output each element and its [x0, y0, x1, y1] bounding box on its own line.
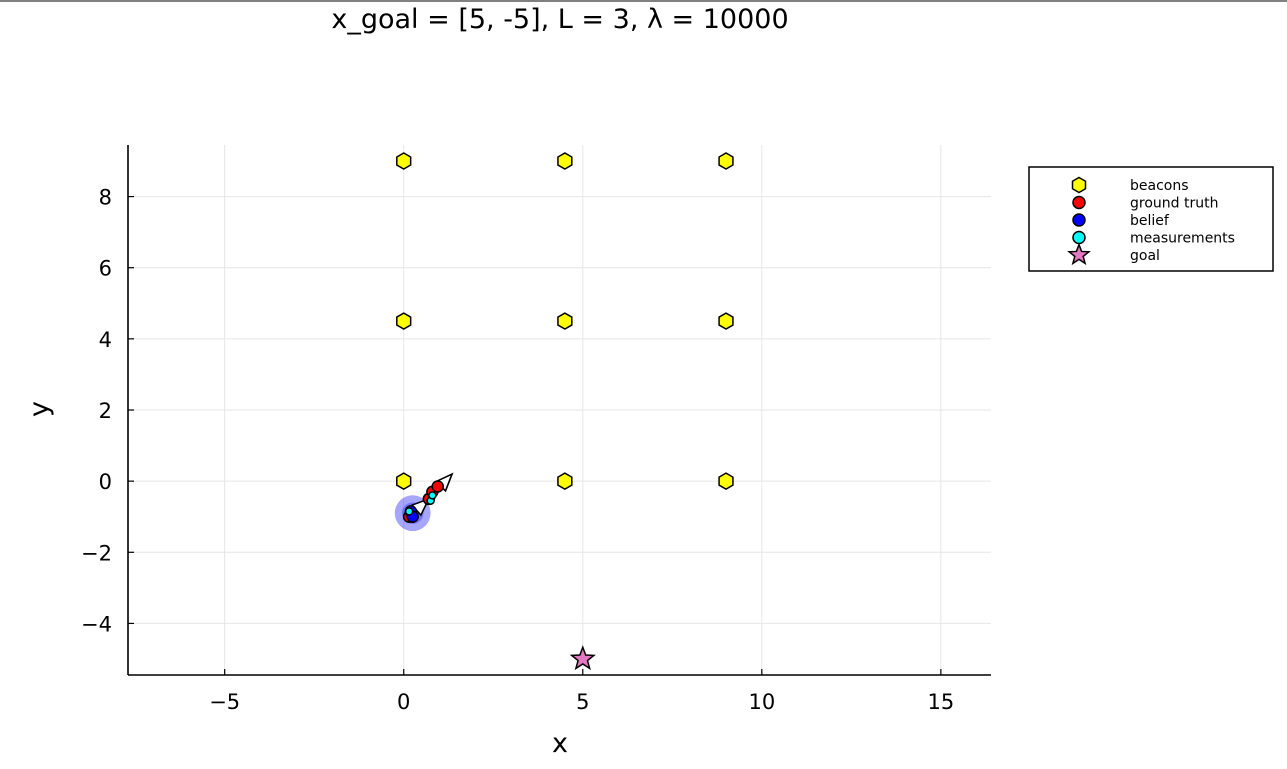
data-points: [396, 152, 734, 671]
legend-label-beacons: beacons: [1130, 178, 1189, 194]
measurements-point: [428, 491, 437, 500]
legend-box: [1028, 166, 1274, 272]
beacons-point: [557, 312, 573, 330]
x-tick-label: 10: [748, 690, 775, 714]
measurements-point: [404, 507, 414, 516]
legend-marker-beacons: [1071, 176, 1087, 194]
beacons-point: [718, 312, 734, 330]
beacons-point: [396, 472, 412, 491]
goal-point: [569, 645, 596, 671]
y-tick-label: 2: [99, 399, 112, 423]
plot-title: x_goal = [5, -5], L = 3, λ = 10000: [331, 4, 788, 35]
legend-marker-belief: [1072, 213, 1086, 227]
beacons-point: [557, 472, 573, 491]
axis-ticks: −5 0 5 10 15 −4 −2 0 2 4 6 8: [81, 186, 954, 714]
beacons-point: [718, 472, 734, 491]
x-tick-label: −5: [209, 690, 240, 714]
legend-label-measurements: measurements: [1130, 231, 1235, 247]
y-tick-label: 4: [99, 328, 112, 352]
legend-marker-measurements: [1072, 230, 1086, 245]
y-tick-label: −4: [81, 612, 112, 636]
y-tick-label: −2: [81, 541, 112, 565]
legend-marker-ground-truth: [1072, 195, 1086, 210]
x-tick-label: 5: [576, 690, 589, 714]
x-tick-label: 0: [397, 690, 410, 714]
legend-label-goal: goal: [1130, 248, 1160, 264]
legend-label-belief: belief: [1130, 213, 1170, 229]
grid-lines: [128, 145, 991, 675]
legend-label-ground-truth: ground truth: [1130, 196, 1218, 212]
y-tick-label: 0: [99, 470, 112, 494]
beacons-point: [396, 312, 412, 330]
y-tick-label: 6: [99, 257, 112, 281]
x-tick-label: 15: [928, 690, 955, 714]
beacons-point: [557, 152, 573, 170]
beacons-point: [718, 152, 734, 170]
x-axis-title: x: [552, 728, 568, 759]
legend-marker-goal: [1067, 242, 1091, 266]
beacons-point: [396, 152, 412, 170]
ground-truth-point: [431, 480, 444, 493]
y-tick-label: 8: [99, 186, 112, 210]
y-axis-title: y: [24, 401, 55, 417]
